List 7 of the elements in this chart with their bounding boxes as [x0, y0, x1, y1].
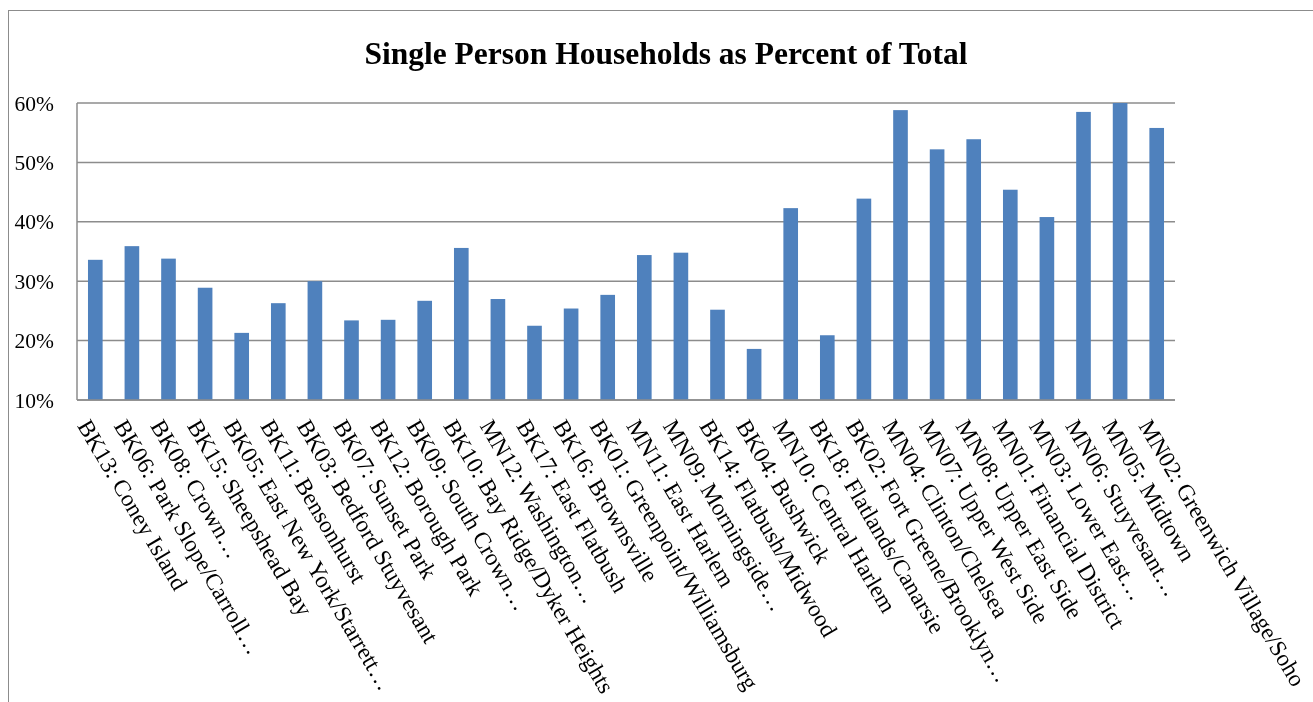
y-tick-label: 40%	[14, 210, 55, 235]
y-tick-label: 50%	[14, 150, 55, 175]
y-tick-label: 30%	[14, 269, 55, 294]
y-tick-label: 60%	[14, 91, 55, 116]
y-tick-label: 20%	[14, 329, 55, 354]
y-tick-label: 10%	[14, 388, 55, 413]
chart-title: Single Person Households as Percent of Total	[364, 36, 968, 71]
